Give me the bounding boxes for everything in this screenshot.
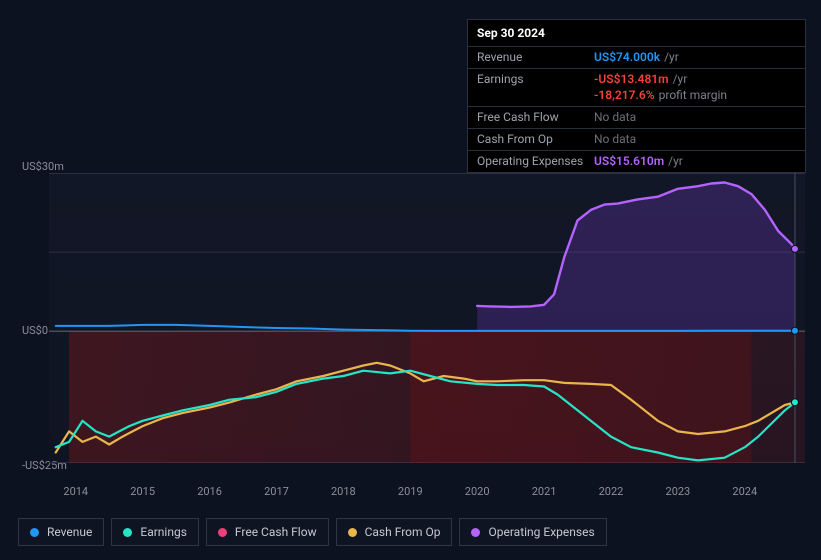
tooltip-value: -US$13.481m [594,72,669,86]
legend-item[interactable]: Operating Expenses [459,518,606,546]
x-axis: 2014 2015 2016 2017 2018 2019 2020 2021 2022 2023… [49,485,805,501]
tooltip-unit: /yr [668,154,683,168]
x-axis-tick: 2020 [465,485,490,498]
tooltip-metric-label: Free Cash Flow [477,110,594,124]
tooltip-metric-label: Operating Expenses [477,154,594,168]
financials-chart: US$30m US$0 -US$25m [16,160,805,480]
x-axis-tick: 2017 [264,485,289,498]
legend-swatch [471,528,480,537]
x-axis-tick: 2014 [63,485,88,498]
tooltip-unit: /yr [664,50,679,64]
tooltip-value: US$15.610m [594,154,664,168]
tooltip-metric-label: Revenue [477,50,594,64]
tooltip-row: RevenueUS$74.000k/yr [468,47,805,69]
legend-swatch [30,528,39,537]
x-axis-tick: 2022 [599,485,624,498]
x-axis-tick: 2024 [732,485,757,498]
legend-label: Earnings [140,525,187,539]
tooltip-metric-label: Earnings [477,72,594,86]
legend-item[interactable]: Free Cash Flow [206,518,329,546]
legend: Revenue Earnings Free Cash Flow Cash From O… [18,518,607,546]
tooltip-no-data: No data [594,132,636,146]
tooltip-sub-value: -18,217.6% [594,88,655,102]
x-axis-tick: 2016 [197,485,222,498]
legend-swatch [123,528,132,537]
tooltip-date: Sep 30 2024 [468,20,805,47]
x-axis-tick: 2019 [398,485,423,498]
tooltip-row: Free Cash FlowNo data [468,107,805,129]
legend-label: Revenue [47,525,92,539]
tooltip-row: Earnings-US$13.481m/yr -18,217.6% profit m… [468,69,805,107]
data-tooltip: Sep 30 2024 RevenueUS$74.000k/yrEarnings… [467,19,806,173]
y-axis-label-zero: US$0 [22,324,48,337]
x-axis-tick: 2021 [532,485,557,498]
legend-label: Operating Expenses [488,525,594,539]
legend-swatch [348,528,357,537]
y-axis-label-top: US$30m [22,160,64,173]
plot-area[interactable] [49,173,805,463]
tooltip-unit: /yr [673,72,688,86]
tooltip-sub-unit: profit margin [659,88,727,102]
tooltip-value: US$74.000k [594,50,660,64]
x-axis-tick: 2023 [666,485,691,498]
legend-label: Cash From Op [365,525,441,539]
tooltip-metric-label: Cash From Op [477,132,594,146]
legend-item[interactable]: Earnings [111,518,199,546]
legend-item[interactable]: Revenue [18,518,104,546]
x-axis-tick: 2018 [331,485,356,498]
tooltip-no-data: No data [594,110,636,124]
legend-swatch [218,528,227,537]
legend-item[interactable]: Cash From Op [336,518,453,546]
tooltip-row: Operating ExpensesUS$15.610m/yr [468,151,805,172]
tooltip-row: Cash From OpNo data [468,129,805,151]
x-axis-tick: 2015 [130,485,155,498]
legend-label: Free Cash Flow [235,525,317,539]
